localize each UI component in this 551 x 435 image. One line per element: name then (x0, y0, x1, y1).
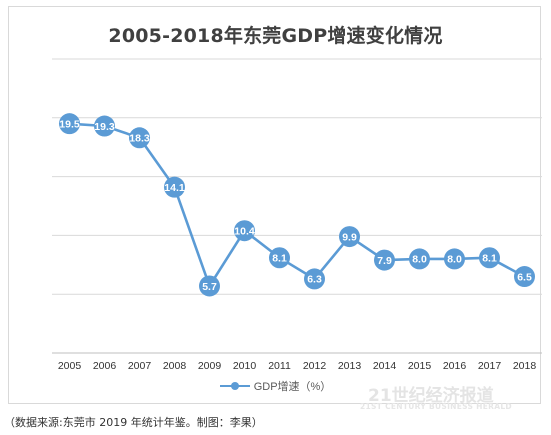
chart-title: 2005-2018年东莞GDP增速变化情况 (108, 25, 443, 47)
data-point (339, 226, 360, 248)
data-point (374, 249, 395, 271)
x-tick-label: 2008 (163, 360, 187, 372)
x-tick-label: 2013 (338, 360, 362, 372)
data-label: 19.5 (59, 118, 80, 130)
legend-swatch (219, 381, 250, 391)
data-label: 10.4 (234, 225, 255, 237)
x-tick-label: 2010 (233, 360, 257, 372)
data-label: 8.1 (272, 253, 287, 265)
data-label: 8.0 (412, 254, 427, 266)
data-point (444, 248, 465, 270)
watermark-logo: 21世纪经济报道 (368, 386, 494, 406)
data-point (514, 266, 535, 288)
data-label: 18.3 (129, 133, 150, 145)
x-tick-label: 2006 (93, 360, 117, 372)
source-caption: （数据来源:东莞市 2019 年统计年鉴。制图：李果） (4, 416, 263, 429)
x-tick-label: 2005 (58, 360, 82, 372)
data-label: 14.1 (164, 182, 185, 194)
x-tick-label: 2016 (443, 360, 467, 372)
data-label: 19.3 (94, 121, 115, 133)
watermark-subtitle: 21ST CENTURY BUSINESS HERALD (360, 402, 512, 411)
x-tick-label: 2007 (128, 360, 152, 372)
data-label: 7.9 (377, 255, 392, 267)
line-chart: 2005 2006 2007 2008 2009 2010 2011 2012 2013 2014… (52, 58, 542, 372)
data-label: 6.5 (517, 271, 532, 283)
data-label: 6.3 (307, 274, 322, 286)
data-point (129, 127, 150, 149)
x-tick-label: 2009 (198, 360, 222, 372)
legend-label: GDP增速（%） (253, 381, 332, 393)
data-label: 8.1 (482, 253, 497, 265)
x-tick-label: 2017 (478, 360, 502, 372)
data-point (304, 268, 325, 290)
data-point (409, 248, 430, 270)
data-point (234, 220, 255, 242)
data-point (59, 113, 80, 135)
chart-frame: 2005 2006 2007 2008 2009 2010 2011 2012 2013 2014… (8, 6, 542, 404)
data-label: 9.9 (342, 231, 357, 243)
data-point (164, 176, 185, 198)
data-label: 5.7 (202, 281, 217, 293)
data-point (269, 247, 290, 269)
x-tick-label: 2018 (513, 360, 537, 372)
legend: GDP增速（%） (9, 378, 542, 394)
data-label: 8.0 (447, 254, 462, 266)
x-tick-label: 2012 (303, 360, 327, 372)
x-tick-label: 2015 (408, 360, 432, 372)
x-tick-label: 2011 (268, 360, 291, 372)
x-tick-label: 2014 (373, 360, 397, 372)
data-point (94, 115, 115, 137)
data-point (199, 275, 220, 297)
data-point (479, 247, 500, 269)
